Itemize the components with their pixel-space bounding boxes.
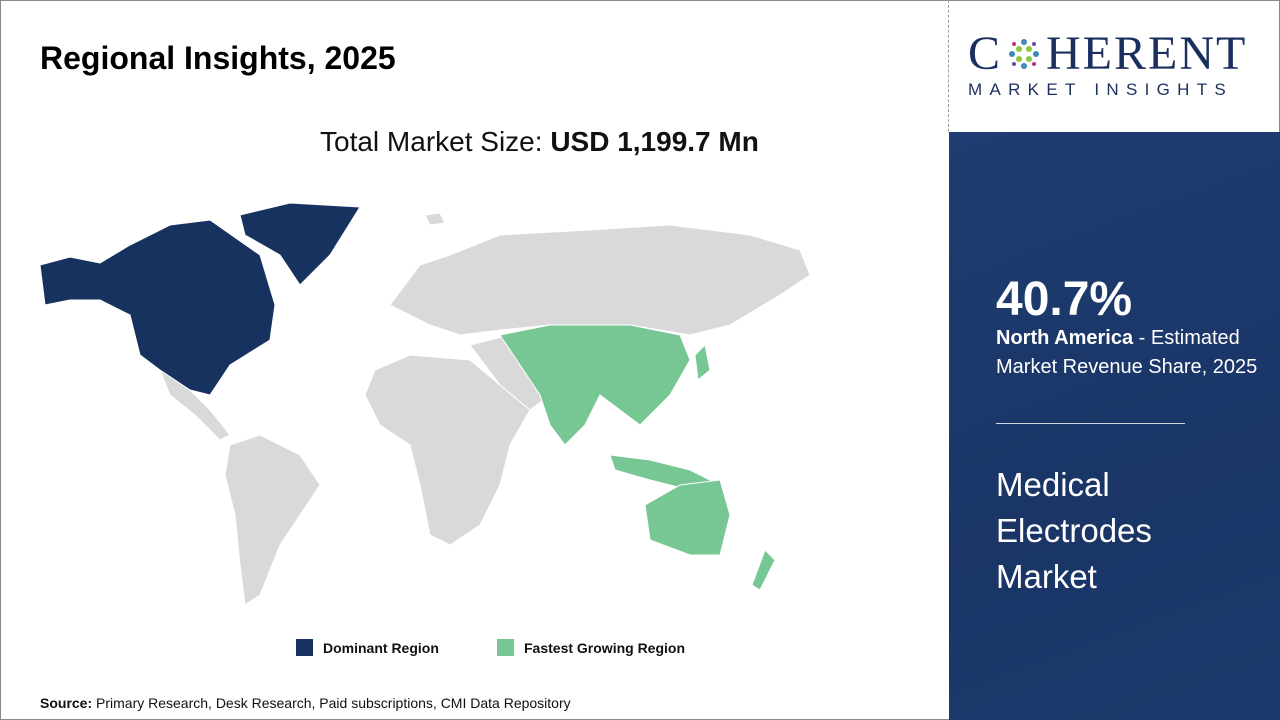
panel-divider (996, 423, 1185, 424)
legend-label: Fastest Growing Region (524, 639, 686, 656)
region-europe-russia (389, 224, 811, 336)
region-japan (694, 343, 711, 381)
divider (948, 0, 949, 132)
source-text: Primary Research, Desk Research, Paid su… (92, 695, 571, 711)
region-central-america (158, 368, 231, 441)
legend-dominant: Dominant Region (296, 639, 439, 656)
total-value: USD 1,199.7 Mn (550, 126, 759, 157)
region-greenland (239, 202, 361, 286)
total-label: Total Market Size: (320, 126, 551, 157)
legend-swatch-fastest (497, 639, 514, 656)
logo-text: HERENT (1046, 27, 1248, 80)
source-label: Source: (40, 695, 93, 711)
share-desc-text: - Estimated Market Revenue Share, 2025 (996, 327, 1258, 378)
globe-dots-icon (1009, 39, 1040, 69)
page-title: Regional Insights, 2025 (40, 40, 396, 76)
region-iceland (424, 212, 446, 226)
region-north-america (39, 219, 276, 396)
logo-letter: C (968, 27, 1003, 80)
logo: C HERENT MARKET INSIGHTS (968, 30, 1268, 100)
legend-label: Dominant Region (323, 639, 439, 656)
region-asia-pacific (499, 324, 691, 446)
logo-subtitle: MARKET INSIGHTS (968, 80, 1234, 99)
total-market-size: Total Market Size: USD 1,199.7 Mn (320, 126, 759, 158)
share-percent: 40.7% (996, 273, 1133, 326)
market-name: Medical Electrodes Market (996, 466, 1152, 595)
legend-fastest: Fastest Growing Region (497, 639, 685, 656)
region-africa (364, 354, 531, 546)
share-description: North America - Estimated Market Revenue… (996, 324, 1271, 382)
region-name: North America (996, 327, 1134, 349)
region-new-zealand (751, 549, 776, 591)
world-map (39, 202, 811, 606)
region-south-america (224, 434, 321, 606)
source-note: Source: Primary Research, Desk Research,… (40, 695, 571, 711)
region-australia (644, 479, 731, 556)
legend-swatch-dominant (296, 639, 313, 656)
insight-panel: 40.7% North America - Estimated Market R… (949, 132, 1280, 720)
